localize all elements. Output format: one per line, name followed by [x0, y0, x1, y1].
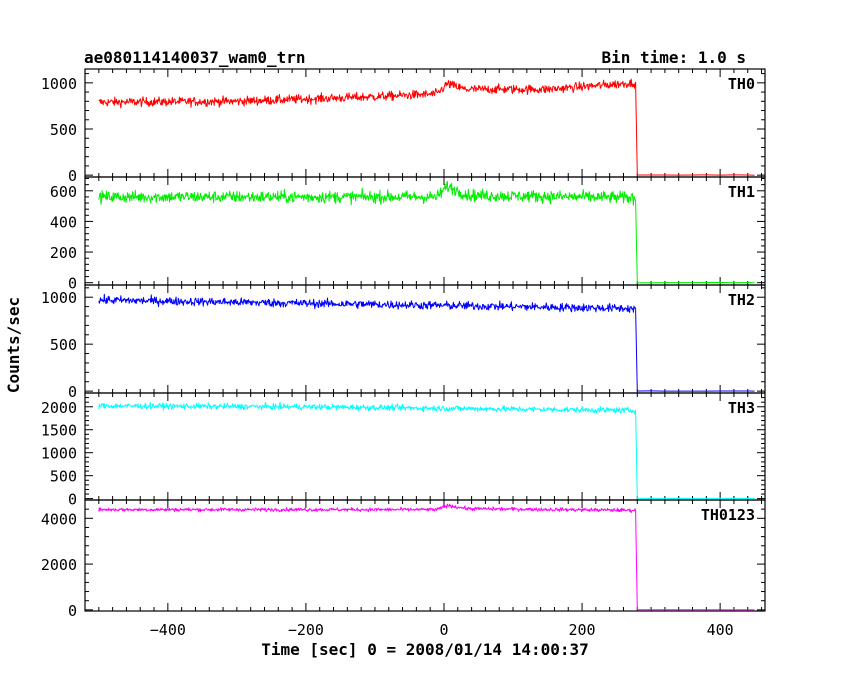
panel-frame — [84, 392, 766, 501]
series-label-th0: TH0 — [728, 75, 755, 93]
y-tick-label: 0 — [68, 602, 77, 620]
y-tick-label: 500 — [50, 468, 77, 486]
x-axis-label: Time [sec] 0 = 2008/01/14 14:00:37 — [261, 640, 589, 659]
y-tick-label: 500 — [50, 336, 77, 354]
panel-th0123: 0 2000 4000 TH0123 — [41, 499, 766, 620]
y-tick-label: 2000 — [41, 399, 77, 417]
x-tick-label: −200 — [288, 621, 324, 639]
series-label-th2: TH2 — [728, 291, 755, 309]
y-tick-label: 200 — [50, 244, 77, 262]
y-tick-label: 500 — [50, 121, 77, 139]
plot-title: ae080114140037_wam0_trn — [84, 48, 306, 67]
panel-th1: 0 200 400 600 TH1 — [50, 176, 766, 293]
panel-th0: 0 500 1000 TH0 — [41, 68, 766, 185]
y-tick-label: 600 — [50, 183, 77, 201]
y-tick-label: 1000 — [41, 289, 77, 307]
series-label-th1: TH1 — [728, 183, 755, 201]
x-tick-label: 0 — [439, 621, 448, 639]
series-line-th2 — [98, 293, 755, 392]
bin-time-label: Bin time: 1.0 s — [602, 48, 747, 67]
series-line-th0123 — [98, 503, 755, 611]
y-tick-label: 1000 — [41, 75, 77, 93]
series-label-th3: TH3 — [728, 399, 755, 417]
panel-th3: 0 500 1000 1500 2000 TH3 — [41, 392, 766, 509]
y-tick-label: 2000 — [41, 556, 77, 574]
y-tick-label: 0 — [68, 383, 77, 401]
series-line-th0 — [98, 78, 755, 176]
y-axis-label: Counts/sec — [4, 297, 23, 393]
y-tick-label: 1000 — [41, 445, 77, 463]
y-tick-label: 400 — [50, 213, 77, 231]
x-tick-label: 400 — [707, 621, 734, 639]
panel-frame — [84, 499, 766, 612]
series-line-th1 — [98, 180, 755, 284]
series-line-th3 — [98, 401, 755, 500]
panel-frame — [84, 176, 766, 286]
y-tick-label: 4000 — [41, 510, 77, 528]
panel-th2: 0 500 1000 TH2 — [41, 284, 766, 401]
panels-group: 0 500 1000 TH0 0 200 400 600 TH1 0 500 1000 TH2 0 500 1… — [41, 68, 766, 639]
y-tick-label: 0 — [68, 167, 77, 185]
panel-frame — [84, 68, 766, 178]
panel-frame — [84, 284, 766, 394]
x-tick-label: −400 — [150, 621, 186, 639]
y-tick-label: 1500 — [41, 422, 77, 440]
series-label-th0123: TH0123 — [701, 506, 755, 524]
y-tick-label: 0 — [68, 275, 77, 293]
x-tick-label: 200 — [569, 621, 596, 639]
y-tick-label: 0 — [68, 491, 77, 509]
